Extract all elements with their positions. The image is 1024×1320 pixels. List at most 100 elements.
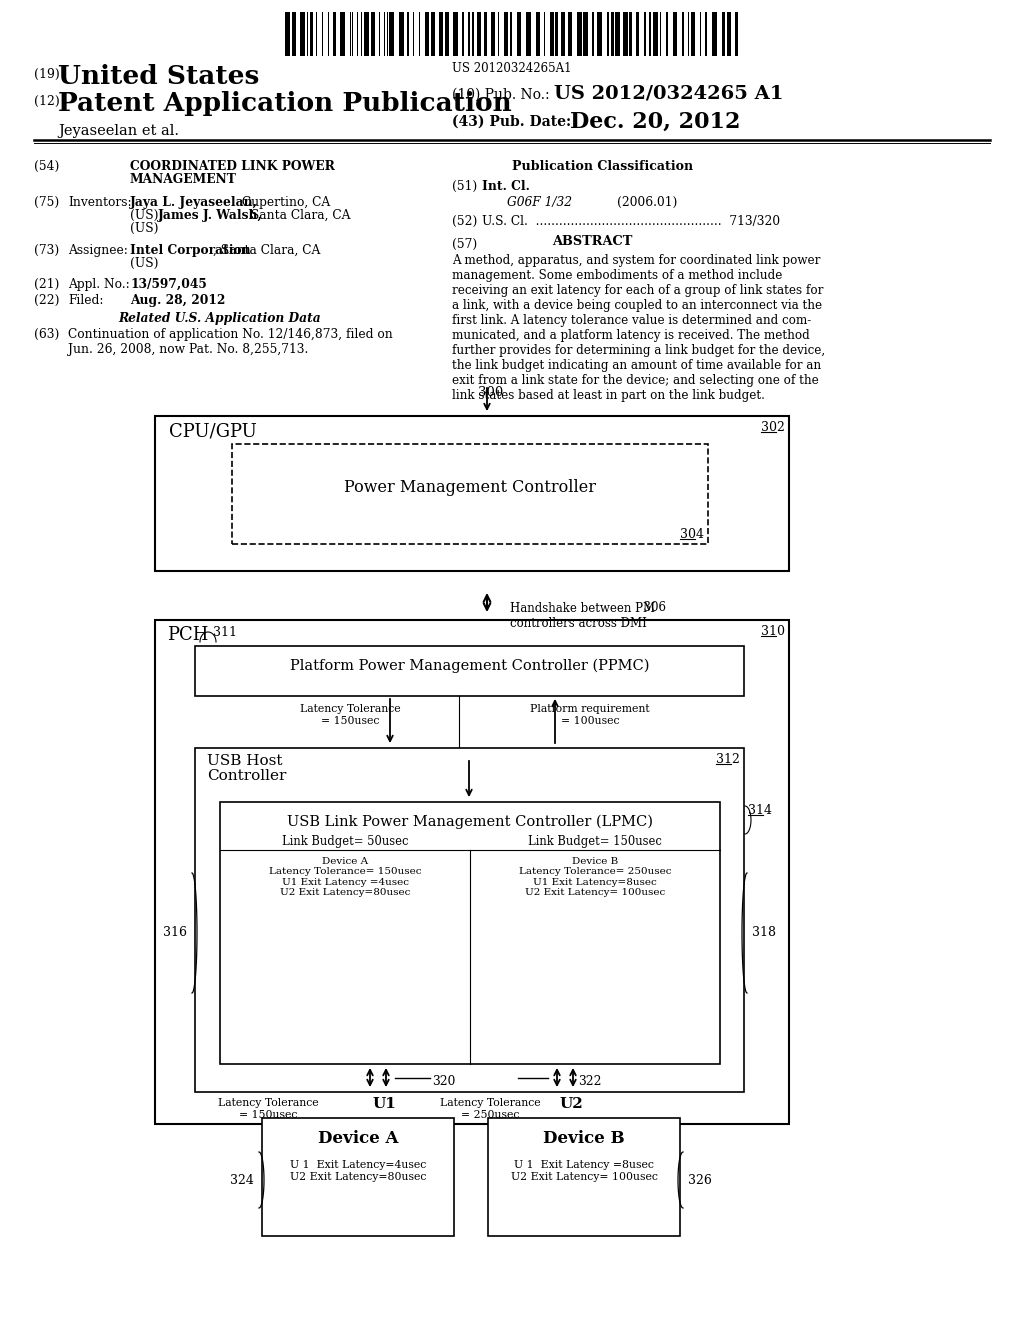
Text: Inventors:: Inventors:: [68, 195, 132, 209]
Bar: [722, 12, 725, 55]
Bar: [550, 12, 554, 55]
Text: (54): (54): [34, 160, 59, 173]
Bar: [536, 12, 540, 55]
Text: USB Host: USB Host: [207, 754, 283, 768]
Bar: [445, 12, 449, 55]
Text: Link Budget= 50usec: Link Budget= 50usec: [282, 836, 409, 847]
Bar: [644, 12, 646, 55]
Text: Controller: Controller: [207, 770, 287, 783]
Text: (2006.01): (2006.01): [617, 195, 677, 209]
Bar: [292, 12, 296, 55]
Text: (52): (52): [452, 215, 477, 228]
Text: (75): (75): [34, 195, 59, 209]
Bar: [504, 12, 508, 55]
Text: Cupertino, CA: Cupertino, CA: [238, 195, 331, 209]
Bar: [615, 12, 620, 55]
Text: USB Link Power Management Controller (LPMC): USB Link Power Management Controller (LP…: [287, 814, 653, 829]
Bar: [510, 12, 512, 55]
Text: Jaya L. Jeyaseelan,: Jaya L. Jeyaseelan,: [130, 195, 258, 209]
Text: Continuation of application No. 12/146,873, filed on
Jun. 26, 2008, now Pat. No.: Continuation of application No. 12/146,8…: [68, 327, 393, 356]
Text: Appl. No.:: Appl. No.:: [68, 279, 130, 290]
Bar: [666, 12, 668, 55]
Text: Device B: Device B: [543, 1130, 625, 1147]
Bar: [468, 12, 470, 55]
Text: 324: 324: [230, 1173, 254, 1187]
Bar: [310, 12, 313, 55]
Bar: [371, 12, 375, 55]
Bar: [568, 12, 572, 55]
Bar: [389, 12, 394, 55]
Bar: [220, 803, 720, 1064]
Text: (57): (57): [452, 238, 477, 251]
Bar: [629, 12, 632, 55]
Bar: [592, 12, 594, 55]
Bar: [195, 748, 744, 1092]
Text: 312: 312: [716, 752, 740, 766]
Bar: [526, 12, 531, 55]
Text: Device B
Latency Tolerance= 250usec
U1 Exit Latency=8usec
U2 Exit Latency= 100us: Device B Latency Tolerance= 250usec U1 E…: [519, 857, 672, 898]
Bar: [439, 12, 443, 55]
Text: U2: U2: [559, 1097, 583, 1111]
Text: (19): (19): [34, 69, 59, 81]
Text: 320: 320: [432, 1074, 456, 1088]
Text: 326: 326: [688, 1173, 712, 1187]
Text: Related U.S. Application Data: Related U.S. Application Data: [119, 312, 322, 325]
Bar: [727, 12, 731, 55]
Bar: [195, 645, 744, 696]
Text: US 2012/0324265 A1: US 2012/0324265 A1: [554, 84, 783, 102]
Bar: [583, 12, 588, 55]
Text: Power Management Controller: Power Management Controller: [344, 479, 596, 496]
Text: PCH: PCH: [167, 626, 208, 644]
Bar: [653, 12, 658, 55]
Text: , Santa Clara, CA: , Santa Clara, CA: [213, 244, 321, 257]
Bar: [691, 12, 695, 55]
Text: 304: 304: [680, 528, 705, 541]
Bar: [607, 12, 609, 55]
Bar: [636, 12, 639, 55]
Bar: [232, 444, 708, 544]
Text: Device A: Device A: [317, 1130, 398, 1147]
Text: (12): (12): [34, 95, 59, 108]
Text: COORDINATED LINK POWER: COORDINATED LINK POWER: [130, 160, 335, 173]
Text: Latency Tolerance
= 150usec: Latency Tolerance = 150usec: [218, 1098, 318, 1119]
Bar: [333, 12, 336, 55]
Text: Santa Clara, CA: Santa Clara, CA: [247, 209, 350, 222]
Text: U 1  Exit Latency =8usec
U2 Exit Latency= 100usec: U 1 Exit Latency =8usec U2 Exit Latency=…: [511, 1160, 657, 1181]
Text: 300: 300: [478, 385, 503, 399]
Text: Latency Tolerance
= 150usec: Latency Tolerance = 150usec: [300, 704, 400, 726]
Text: United States: United States: [58, 63, 259, 88]
Text: (51): (51): [452, 180, 477, 193]
Text: 310: 310: [761, 624, 785, 638]
Text: 314: 314: [748, 804, 772, 817]
Text: CPU/GPU: CPU/GPU: [169, 422, 257, 440]
Text: 318: 318: [752, 927, 776, 940]
Bar: [484, 12, 487, 55]
Bar: [682, 12, 684, 55]
Bar: [490, 12, 495, 55]
Text: U1: U1: [372, 1097, 396, 1111]
Text: 322: 322: [578, 1074, 601, 1088]
Bar: [597, 12, 602, 55]
Bar: [623, 12, 628, 55]
Bar: [561, 12, 565, 55]
Text: Patent Application Publication: Patent Application Publication: [58, 91, 512, 116]
Bar: [285, 12, 290, 55]
Bar: [399, 12, 404, 55]
Bar: [477, 12, 481, 55]
Text: Dec. 20, 2012: Dec. 20, 2012: [570, 111, 740, 133]
Bar: [517, 12, 521, 55]
Text: (US);: (US);: [130, 209, 167, 222]
Text: Publication Classification: Publication Classification: [512, 160, 693, 173]
Text: ABSTRACT: ABSTRACT: [552, 235, 633, 248]
Text: Intel Corporation: Intel Corporation: [130, 244, 251, 257]
Bar: [673, 12, 677, 55]
Bar: [462, 12, 464, 55]
Text: James J. Walsh,: James J. Walsh,: [158, 209, 263, 222]
Text: Filed:: Filed:: [68, 294, 103, 308]
Text: Assignee:: Assignee:: [68, 244, 128, 257]
Bar: [472, 12, 474, 55]
Text: US 20120324265A1: US 20120324265A1: [453, 62, 571, 75]
Text: (63): (63): [34, 327, 59, 341]
Text: Jeyaseelan et al.: Jeyaseelan et al.: [58, 124, 179, 139]
Text: (73): (73): [34, 244, 59, 257]
